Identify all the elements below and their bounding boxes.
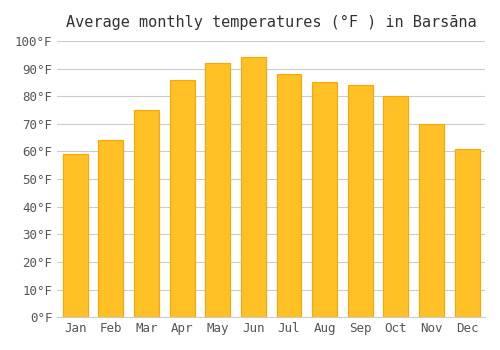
- Bar: [384, 96, 408, 317]
- Bar: [312, 82, 337, 317]
- Bar: [170, 79, 194, 317]
- Bar: [419, 124, 444, 317]
- Bar: [348, 85, 372, 317]
- Bar: [206, 63, 230, 317]
- Bar: [98, 140, 124, 317]
- Bar: [276, 74, 301, 317]
- Bar: [241, 57, 266, 317]
- Bar: [454, 149, 479, 317]
- Title: Average monthly temperatures (°F ) in Barsāna: Average monthly temperatures (°F ) in Ba…: [66, 15, 476, 30]
- Bar: [134, 110, 159, 317]
- Bar: [62, 154, 88, 317]
